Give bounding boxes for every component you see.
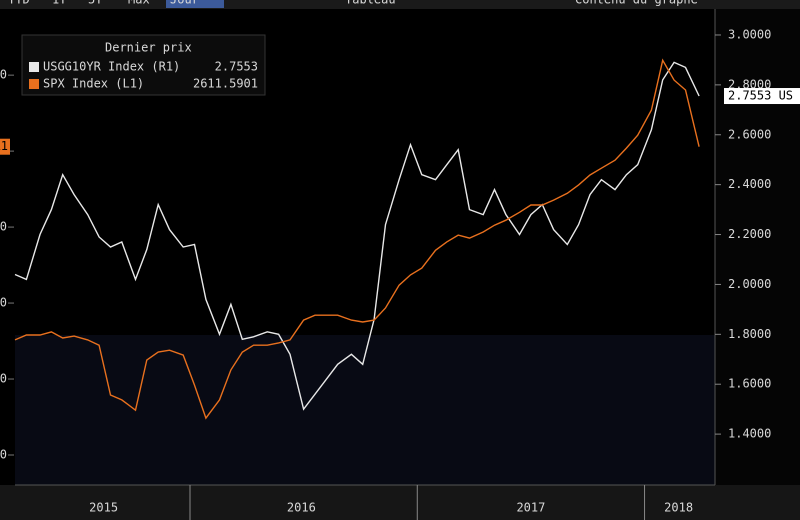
y2-tick-label: 1.4000	[728, 427, 771, 441]
y2-tick-label: 1.6000	[728, 377, 771, 391]
x-tick-label: 2017	[516, 501, 545, 515]
y-tick-label: 2400	[0, 220, 7, 234]
y2-tick-label: 3.0000	[728, 27, 771, 41]
x-axis-band	[0, 485, 800, 520]
y-tick-label: 2800	[0, 68, 7, 82]
lower-shade	[15, 335, 715, 485]
active-button	[166, 0, 224, 8]
legend-label: USGG10YR Index (R1)	[43, 60, 180, 74]
toolbar-button[interactable]: 1Y	[52, 0, 67, 7]
last-value-tag-label: 2.7553 US G	[728, 89, 800, 103]
toolbar-button[interactable]: Contenu du graphe	[575, 0, 698, 7]
y2-tick-label: 2.4000	[728, 177, 771, 191]
y2-tick-label: 2.6000	[728, 127, 771, 141]
legend-value: 2611.5901	[193, 77, 258, 91]
toolbar	[0, 0, 800, 9]
legend-swatch	[29, 79, 39, 89]
legend: Dernier prix USGG10YR Index (R1) 2.7553 SP…	[21, 34, 266, 96]
y2-tick-label: 1.8000	[728, 327, 771, 341]
y2-tick-label: 2.2000	[728, 227, 771, 241]
legend-label: SPX Index (L1)	[43, 77, 144, 91]
toolbar-button[interactable]: Jour	[170, 0, 199, 7]
y-tick-label: 2000	[0, 372, 7, 386]
last-value-tag	[0, 138, 10, 155]
y-tick-label: 2200	[0, 296, 7, 310]
y2-tick-label: 2.8000	[728, 77, 771, 91]
last-value-tag	[724, 88, 800, 105]
x-tick-label: 2016	[287, 501, 316, 515]
x-tick-label: 2018	[664, 501, 693, 515]
toolbar-button[interactable]: Max	[128, 0, 150, 7]
legend-value: 2.7553	[215, 60, 258, 74]
legend-swatch	[29, 62, 39, 72]
toolbar-button[interactable]: 5Y	[88, 0, 103, 7]
toolbar-button[interactable]: Tableau	[345, 0, 396, 7]
y-tick-label: 1800	[0, 447, 7, 461]
toolbar-button[interactable]: YTD	[8, 0, 30, 7]
series-line	[14, 58, 700, 420]
x-tick-label: 2015	[89, 501, 118, 515]
last-value-tag-label: L1	[0, 139, 8, 153]
series-line	[14, 61, 700, 411]
y2-tick-label: 2.0000	[728, 277, 771, 291]
legend-box	[21, 34, 266, 96]
legend-title: Dernier prix	[105, 41, 192, 55]
